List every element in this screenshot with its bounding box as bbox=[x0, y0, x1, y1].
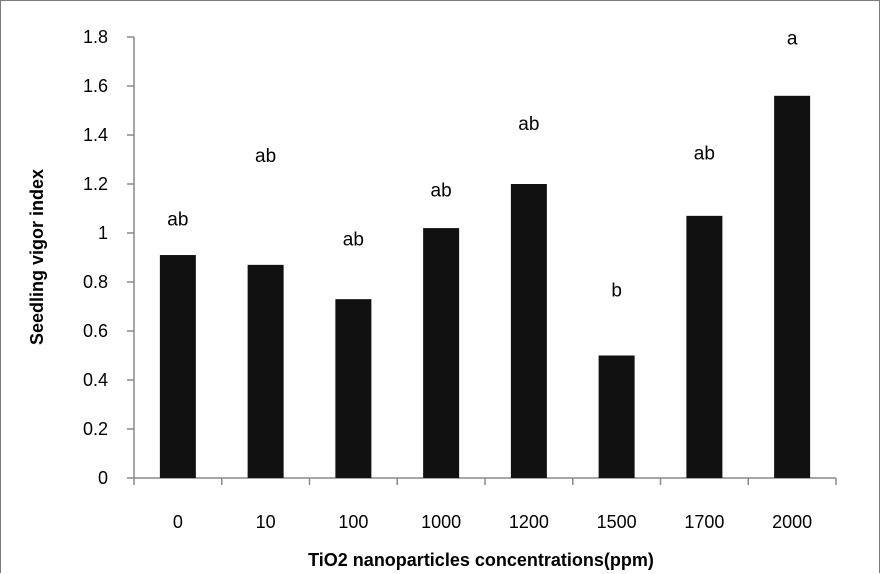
x-tick-label: 100 bbox=[338, 512, 368, 532]
significance-letter: ab bbox=[431, 180, 452, 201]
x-axis-title: TiO2 nanoparticles concentrations(ppm) bbox=[308, 550, 654, 570]
y-tick-label: 0.6 bbox=[83, 321, 108, 341]
significance-letter: ab bbox=[518, 114, 539, 135]
bar bbox=[335, 299, 372, 478]
significance-letter: ab bbox=[167, 210, 188, 231]
significance-letter: ab bbox=[694, 144, 715, 165]
y-tick-label: 1.2 bbox=[83, 174, 108, 194]
x-axis: 0 10 100 1000 1200 1500 1700 2000 bbox=[133, 477, 837, 532]
y-axis-title: Seedling vigor index bbox=[27, 169, 47, 345]
bar bbox=[686, 215, 723, 478]
y-tick-label: 1.6 bbox=[83, 76, 108, 96]
significance-letter: a bbox=[787, 28, 798, 49]
y-tick-label: 0.8 bbox=[83, 272, 108, 292]
x-tick-label: 1200 bbox=[509, 512, 549, 532]
y-tick-label: 0.4 bbox=[83, 370, 108, 390]
bar bbox=[598, 355, 635, 478]
x-tick-label: 1700 bbox=[684, 512, 724, 532]
x-tick-label: 2000 bbox=[772, 512, 812, 532]
bars bbox=[159, 95, 811, 479]
bar bbox=[510, 184, 547, 478]
significance-letter: ab bbox=[255, 146, 276, 167]
y-tick-label: 1.8 bbox=[83, 27, 108, 47]
y-axis: 0 0.2 0.4 0.6 0.8 1 1.2 1.4 1.6 1.8 bbox=[83, 27, 135, 488]
y-tick-label: 0.2 bbox=[83, 419, 108, 439]
bar bbox=[423, 228, 460, 478]
y-tick-label: 0 bbox=[98, 468, 108, 488]
bar bbox=[247, 264, 284, 478]
y-tick-label: 1 bbox=[98, 223, 108, 243]
x-tick-label: 1500 bbox=[597, 512, 637, 532]
significance-letter: b bbox=[611, 281, 622, 302]
significance-letters: ab ab ab ab ab b ab a bbox=[167, 28, 798, 301]
bar bbox=[774, 95, 811, 479]
y-tick-label: 1.4 bbox=[83, 125, 108, 145]
x-tick-label: 1000 bbox=[421, 512, 461, 532]
bar bbox=[159, 255, 196, 478]
significance-letter: ab bbox=[343, 229, 364, 250]
x-tick-label: 0 bbox=[173, 512, 183, 532]
x-tick-label: 10 bbox=[256, 512, 276, 532]
